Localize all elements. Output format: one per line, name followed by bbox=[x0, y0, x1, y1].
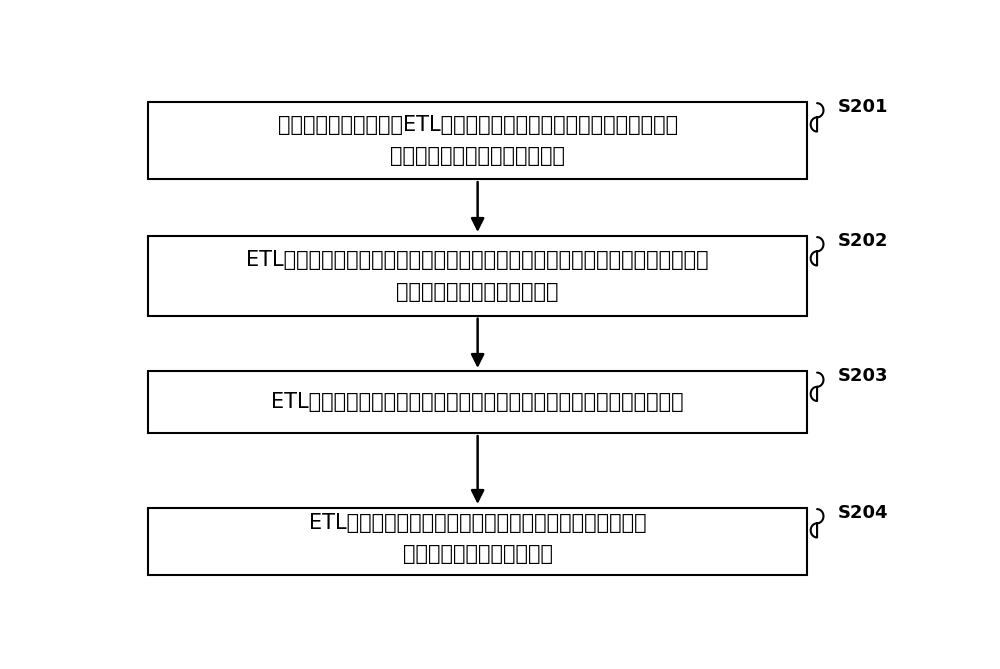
FancyBboxPatch shape bbox=[148, 102, 807, 179]
Text: S202: S202 bbox=[838, 232, 889, 250]
Text: S201: S201 bbox=[838, 98, 889, 116]
FancyBboxPatch shape bbox=[148, 371, 807, 433]
Text: 针对一个全量数据表，ETL组件在该次跃进式的增量数据采集过程中，
确定该全量数据表已采集的次数: 针对一个全量数据表，ETL组件在该次跃进式的增量数据采集过程中， 确定该全量数据… bbox=[278, 115, 678, 166]
Text: ETL组件采集该全量数据表中所述起始时间戳与终止时间戳
所标示的时间范围内的数据: ETL组件采集该全量数据表中所述起始时间戳与终止时间戳 所标示的时间范围内的数据 bbox=[309, 513, 646, 565]
Text: ETL组件根据该全量数据表中的最小时间戳、预设的第二采集时长，以及确定的已
采集的次数，计算起始时间戳: ETL组件根据该全量数据表中的最小时间戳、预设的第二采集时长，以及确定的已 采集… bbox=[246, 250, 709, 302]
Text: S203: S203 bbox=[838, 367, 889, 385]
Text: S204: S204 bbox=[838, 504, 889, 522]
FancyBboxPatch shape bbox=[148, 508, 807, 575]
Text: ETL组件根据所述起始时间戳，以及所述第二采集时长，计算终止时间戳: ETL组件根据所述起始时间戳，以及所述第二采集时长，计算终止时间戳 bbox=[271, 392, 684, 412]
FancyBboxPatch shape bbox=[148, 236, 807, 316]
